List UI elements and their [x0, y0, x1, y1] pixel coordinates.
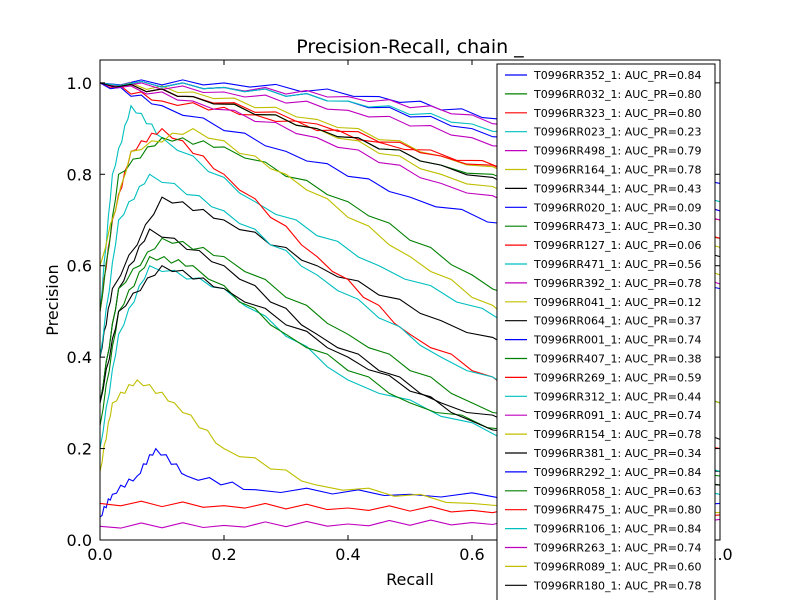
- legend-entry-18: T0996RR312_1: AUC_PR=0.44: [533, 390, 701, 403]
- legend-entry-23: T0996RR058_1: AUC_PR=0.63: [533, 485, 701, 498]
- legend-box: [496, 63, 716, 600]
- legend-entry-22: T0996RR292_1: AUC_PR=0.84: [533, 466, 701, 479]
- legend-entry-16: T0996RR407_1: AUC_PR=0.38: [533, 353, 701, 366]
- legend-entry-7: T0996RR344_1: AUC_PR=0.43: [533, 182, 701, 195]
- legend-entry-28: T0996RR180_1: AUC_PR=0.78: [533, 579, 701, 592]
- legend-entry-13: T0996RR041_1: AUC_PR=0.12: [533, 296, 701, 309]
- legend-entry-9: T0996RR473_1: AUC_PR=0.30: [533, 220, 701, 233]
- legend-entry-20: T0996RR154_1: AUC_PR=0.78: [533, 428, 701, 441]
- legend-entry-21: T0996RR381_1: AUC_PR=0.34: [533, 447, 701, 460]
- legend-entry-12: T0996RR392_1: AUC_PR=0.78: [533, 277, 701, 290]
- y-tick-label: 0.0: [67, 531, 92, 550]
- x-tick-label: 0.2: [211, 545, 236, 564]
- legend-entry-26: T0996RR263_1: AUC_PR=0.74: [533, 542, 701, 555]
- y-axis-label: Precision: [43, 264, 62, 335]
- x-tick-label: 0.6: [459, 545, 484, 564]
- legend-entry-17: T0996RR269_1: AUC_PR=0.59: [533, 371, 701, 384]
- legend-entry-15: T0996RR001_1: AUC_PR=0.74: [533, 334, 701, 347]
- legend-entry-2: T0996RR032_1: AUC_PR=0.80: [533, 88, 701, 101]
- y-tick-label: 0.4: [67, 348, 92, 367]
- x-tick-label: 0.4: [335, 545, 360, 564]
- legend-entry-14: T0996RR064_1: AUC_PR=0.37: [533, 315, 701, 328]
- legend-entry-6: T0996RR164_1: AUC_PR=0.78: [533, 164, 701, 177]
- chart-title: Precision-Recall, chain _: [296, 36, 524, 58]
- legend-entry-3: T0996RR323_1: AUC_PR=0.80: [533, 107, 701, 120]
- legend-entry-10: T0996RR127_1: AUC_PR=0.06: [533, 239, 701, 252]
- legend-entry-25: T0996RR106_1: AUC_PR=0.84: [533, 523, 701, 536]
- legend: T0996RR352_1: AUC_PR=0.84 T0996RR032_1: A…: [496, 63, 716, 600]
- legend-entry-19: T0996RR091_1: AUC_PR=0.74: [533, 409, 701, 422]
- x-tick-label: 0.0: [87, 545, 112, 564]
- legend-entry-1: T0996RR352_1: AUC_PR=0.84: [533, 69, 701, 82]
- plot-frame: [99, 59, 721, 541]
- legend-entry-11: T0996RR471_1: AUC_PR=0.56: [533, 258, 701, 271]
- legend-entry-4: T0996RR023_1: AUC_PR=0.23: [533, 126, 701, 139]
- x-axis-label: Recall: [386, 570, 434, 589]
- y-tick-label: 0.2: [67, 440, 92, 459]
- legend-entry-8: T0996RR020_1: AUC_PR=0.09: [533, 201, 701, 214]
- y-tick-label: 0.8: [67, 165, 92, 184]
- legend-entry-27: T0996RR089_1: AUC_PR=0.60: [533, 560, 701, 573]
- legend-entry-24: T0996RR475_1: AUC_PR=0.80: [533, 504, 701, 517]
- legend-entry-5: T0996RR498_1: AUC_PR=0.79: [533, 145, 701, 158]
- y-tick-label: 1.0: [67, 74, 92, 93]
- axis-ticks: 0.0 0.2 0.4 0.6 1.00.00.20.40.60.81.0: [67, 60, 733, 564]
- y-tick-label: 0.6: [67, 257, 92, 276]
- series-line-13: [99, 379, 721, 514]
